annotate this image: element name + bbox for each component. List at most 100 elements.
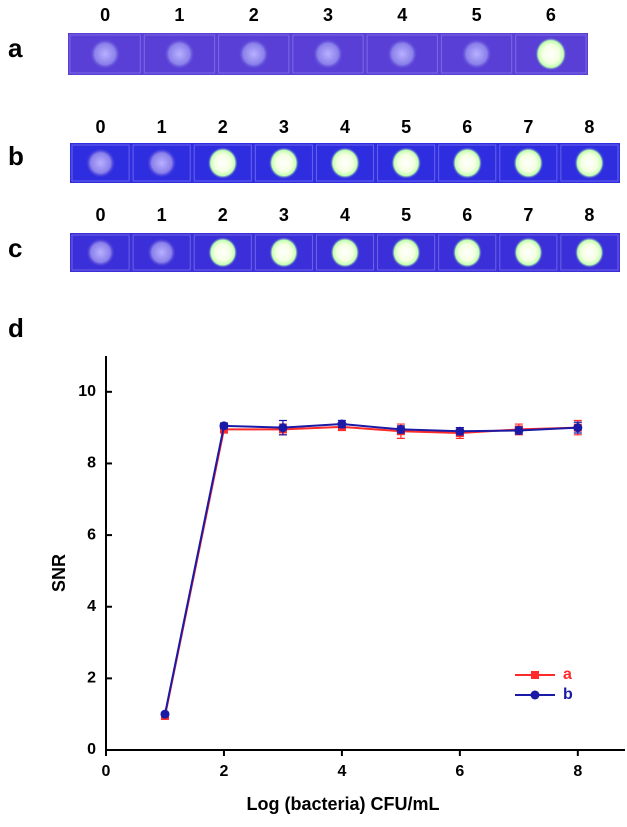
sample-well	[377, 234, 436, 271]
sample-spot	[452, 147, 483, 179]
sample-spot	[86, 238, 115, 267]
y-tick-label: 4	[87, 598, 96, 615]
point	[573, 423, 583, 433]
sample-label: 1	[157, 117, 167, 137]
legend-label: a	[563, 666, 572, 683]
sample-spot	[86, 148, 115, 178]
sample-well	[218, 34, 290, 74]
sample-spot	[574, 236, 605, 269]
sample-label: 0	[100, 5, 110, 25]
x-axis-label: Log (bacteria) CFU/mL	[246, 794, 439, 814]
sample-well	[515, 34, 587, 74]
sample-well	[254, 144, 313, 182]
sample-spot	[330, 236, 360, 269]
sample-well	[377, 144, 436, 182]
sample-well	[292, 34, 364, 74]
y-tick-label: 10	[78, 383, 96, 400]
y-tick-label: 8	[87, 455, 96, 472]
sample-label: 2	[249, 5, 259, 25]
panel-label: c	[8, 233, 22, 263]
sample-spot	[207, 236, 238, 269]
sample-spot	[387, 38, 418, 70]
sample-well	[71, 234, 130, 271]
sample-label: 7	[523, 117, 533, 137]
sample-well	[193, 144, 252, 182]
sample-spot	[207, 147, 238, 179]
point	[337, 419, 347, 429]
sample-well	[366, 34, 438, 74]
point	[219, 421, 229, 431]
series-line	[163, 423, 578, 715]
sample-label: 4	[340, 117, 350, 137]
sample-spot	[513, 147, 544, 179]
sample-well	[499, 144, 558, 182]
sample-spot	[513, 236, 544, 269]
sample-well	[438, 234, 497, 271]
sample-label: 5	[401, 205, 411, 225]
sample-spot	[574, 147, 605, 179]
sample-well	[560, 234, 619, 271]
point	[278, 423, 288, 433]
sample-well	[143, 34, 216, 74]
sample-label: 0	[96, 117, 106, 137]
sample-well	[440, 34, 513, 74]
x-tick-label: 4	[337, 763, 346, 780]
x-tick-label: 6	[455, 763, 464, 780]
sample-label: 6	[546, 5, 556, 25]
legend-label: b	[563, 686, 573, 703]
sample-spot	[238, 38, 269, 70]
sample-well	[315, 234, 375, 271]
y-tick-label: 6	[87, 526, 96, 543]
sample-well	[132, 234, 191, 271]
sample-label: 2	[218, 205, 228, 225]
sample-spot	[312, 38, 344, 70]
y-axis-label: SNR	[49, 554, 69, 592]
sample-well	[499, 234, 558, 271]
y-tick-label: 2	[87, 670, 96, 687]
sample-label: 7	[523, 205, 533, 225]
sample-well	[254, 234, 313, 271]
x-tick-label: 8	[573, 763, 582, 780]
sample-spot	[391, 236, 421, 269]
sample-well	[132, 144, 191, 182]
sample-label: 5	[401, 117, 411, 137]
x-tick-label: 0	[102, 763, 111, 780]
legend-marker	[531, 671, 539, 679]
sample-spot	[268, 147, 300, 179]
sample-well	[193, 234, 252, 271]
sample-label: 6	[462, 117, 472, 137]
sample-well	[69, 34, 141, 74]
sample-label: 0	[96, 205, 106, 225]
sample-spot	[390, 147, 422, 179]
sample-spot	[461, 38, 492, 70]
sample-spot	[90, 38, 121, 70]
y-tick-label: 0	[87, 741, 96, 758]
sample-label: 3	[323, 5, 333, 25]
sample-label: 8	[584, 205, 594, 225]
sample-well	[560, 144, 619, 182]
sample-label: 1	[157, 205, 167, 225]
series-line	[163, 425, 578, 717]
point	[514, 426, 524, 436]
panel-label: a	[8, 33, 23, 63]
sample-spot	[164, 38, 195, 70]
sample-label: 3	[279, 117, 289, 137]
sample-label: 4	[340, 205, 350, 225]
sample-spot	[534, 37, 567, 71]
sample-label: 4	[397, 5, 407, 25]
point	[160, 709, 170, 719]
x-tick-label: 2	[220, 763, 229, 780]
sample-label: 8	[584, 117, 594, 137]
sample-label: 3	[279, 205, 289, 225]
sample-spot	[269, 236, 299, 269]
sample-spot	[452, 236, 483, 269]
sample-label: 2	[218, 117, 228, 137]
panel-label: d	[8, 313, 24, 343]
sample-well	[71, 144, 130, 182]
sample-label: 1	[174, 5, 184, 25]
sample-well	[438, 144, 497, 182]
sample-spot	[147, 148, 177, 178]
point	[455, 426, 465, 436]
panel-label: b	[8, 141, 24, 171]
